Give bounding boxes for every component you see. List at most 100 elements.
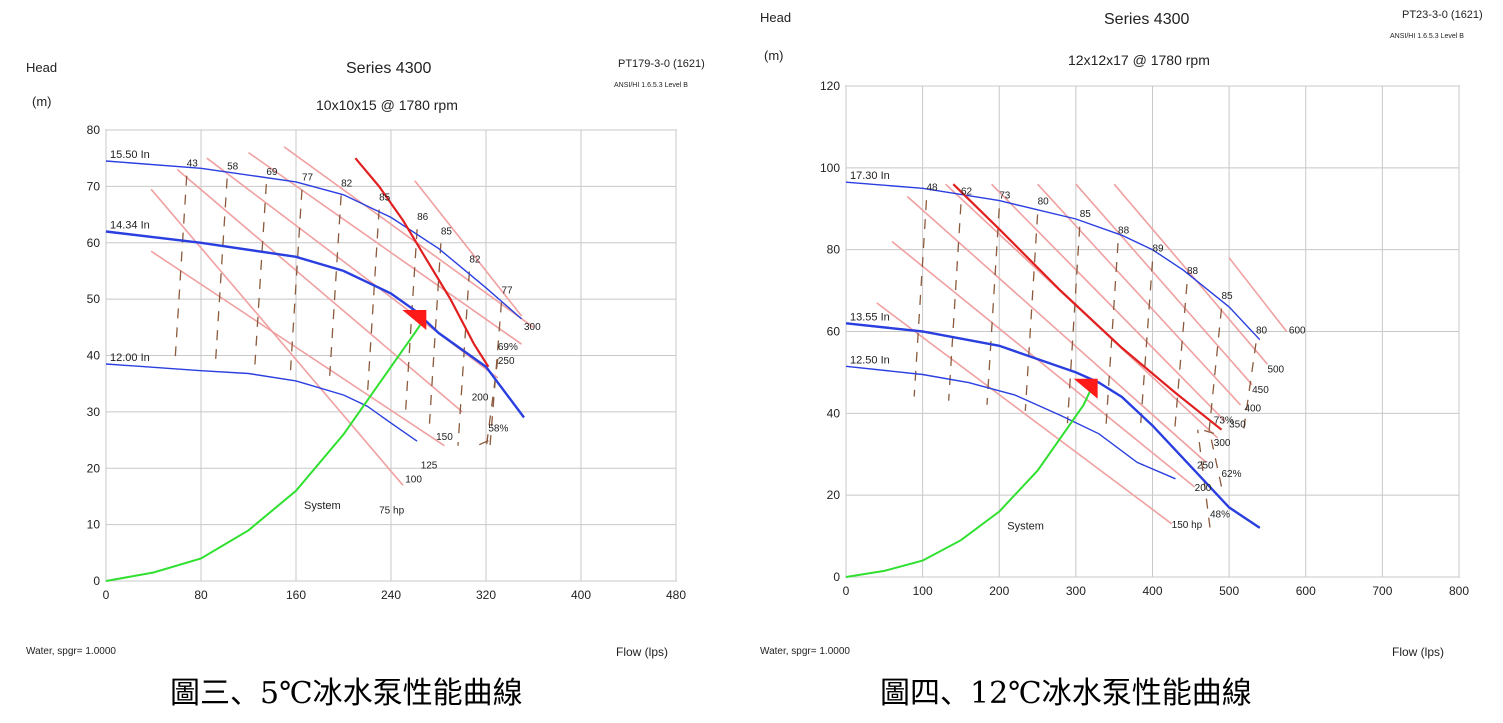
power-label: 600 <box>1289 326 1306 337</box>
efficiency-label: 73% <box>1214 416 1234 427</box>
efficiency-label: 85 <box>379 192 391 203</box>
efficiency-label: 58 <box>227 161 239 172</box>
impeller-curve <box>105 230 525 419</box>
y-tick-label: 80 <box>827 243 841 257</box>
efficiency-line <box>1201 429 1214 435</box>
red-curve <box>354 157 490 368</box>
efficiency-label: 85 <box>441 226 453 237</box>
efficiency-line <box>1208 429 1223 487</box>
power-label: 500 <box>1267 364 1284 375</box>
impeller-label: 15.50 In <box>110 149 150 161</box>
chart-panel-left: Head (m) Series 4300 10x10x15 @ 1780 rpm… <box>0 0 752 690</box>
x-tick-label: 400 <box>1142 584 1162 598</box>
y-axis-unit: (m) <box>764 48 784 63</box>
y-tick-label: 40 <box>87 349 101 363</box>
y-axis-label: Head <box>26 60 58 75</box>
test-standard: ANSI/HI 1.6.5.3 Level B <box>1390 33 1464 40</box>
power-label: 200 <box>1195 483 1212 494</box>
model-code: PT23-3-0 (1621) <box>1402 9 1483 21</box>
power-label: 150 <box>436 432 453 443</box>
efficiency-label: 88 <box>1118 225 1130 236</box>
y-tick-label: 50 <box>87 292 101 306</box>
efficiency-label: 89 <box>1153 244 1165 255</box>
fluid-note: Water, spgr= 1.0000 <box>760 646 850 657</box>
efficiency-label: 88 <box>1187 266 1199 277</box>
y-tick-label: 60 <box>827 325 841 339</box>
system-curve <box>845 388 1093 578</box>
x-tick-label: 200 <box>989 584 1009 598</box>
y-tick-label: 20 <box>87 461 101 475</box>
red-curve <box>952 183 1223 431</box>
efficiency-line <box>1024 214 1039 411</box>
y-axis-label: Head <box>760 10 792 25</box>
power-label: 250 <box>1197 461 1214 472</box>
efficiency-label: 69% <box>498 342 518 353</box>
pump-curve-chart-left: 0 80 160 240 320 400 480 0 10 20 30 40 50 60 70 80 15.50… <box>87 123 687 602</box>
efficiency-line <box>1197 429 1211 528</box>
operating-point-marker <box>1073 378 1098 399</box>
efficiency-label: 48% <box>1210 510 1230 521</box>
efficiency-label: 62% <box>1221 469 1241 480</box>
x-axis-label: Flow (lps) <box>1392 645 1445 659</box>
efficiency-line <box>489 302 503 446</box>
y-tick-label: 0 <box>93 574 100 588</box>
power-label: 400 <box>1244 403 1261 414</box>
power-line <box>1113 183 1269 365</box>
power-line <box>150 250 445 447</box>
y-axis-unit: (m) <box>32 94 52 109</box>
efficiency-line <box>1208 308 1223 430</box>
impeller-label: 12.50 In <box>850 354 890 366</box>
y-tick-label: 40 <box>827 406 841 420</box>
figure-caption-right: 圖四、12℃冰水泵性能曲線 <box>880 676 1252 711</box>
efficiency-label: 73 <box>999 191 1011 202</box>
power-label: 250 <box>498 356 515 367</box>
power-line <box>1228 257 1288 332</box>
power-line <box>991 183 1226 423</box>
power-line <box>891 240 1196 488</box>
efficiency-label: 85 <box>1221 291 1233 302</box>
x-tick-label: 320 <box>476 588 496 602</box>
power-label: 450 <box>1252 385 1269 396</box>
efficiency-label: 62 <box>961 186 973 197</box>
x-tick-label: 300 <box>1066 584 1086 598</box>
x-tick-label: 160 <box>286 588 306 602</box>
efficiency-label: 82 <box>341 178 353 189</box>
pump-curve-chart-right: 0 100 200 300 400 500 600 700 800 0 20 40 60 80 100 120… <box>820 79 1469 598</box>
y-tick-label: 20 <box>827 488 841 502</box>
x-tick-label: 240 <box>381 588 401 602</box>
chart-subtitle: 12x12x17 @ 1780 rpm <box>1068 52 1210 68</box>
impeller-label: 17.30 In <box>850 170 890 182</box>
y-tick-label: 120 <box>820 79 840 93</box>
efficiency-line <box>485 358 499 446</box>
efficiency-label: 69 <box>266 167 278 178</box>
x-tick-label: 100 <box>913 584 933 598</box>
efficiency-label: 86 <box>417 212 429 223</box>
x-tick-label: 500 <box>1219 584 1239 598</box>
power-line <box>176 168 463 413</box>
system-label: System <box>1007 521 1044 533</box>
impeller-curve <box>105 363 418 442</box>
efficiency-line <box>1105 243 1119 430</box>
impeller-label: 13.55 In <box>850 311 890 323</box>
test-standard: ANSI/HI 1.6.5.3 Level B <box>614 82 688 89</box>
x-tick-label: 800 <box>1449 584 1469 598</box>
power-line <box>248 151 523 345</box>
x-tick-label: 700 <box>1372 584 1392 598</box>
efficiency-label: 77 <box>302 173 314 184</box>
x-axis-label: Flow (lps) <box>616 645 669 659</box>
x-tick-label: 0 <box>103 588 110 602</box>
y-tick-label: 100 <box>820 161 840 175</box>
x-tick-label: 80 <box>194 588 208 602</box>
efficiency-line <box>986 208 1000 405</box>
efficiency-label: 48 <box>926 182 938 193</box>
x-tick-label: 400 <box>571 588 591 602</box>
efficiency-line <box>913 200 928 397</box>
impeller-curve <box>845 322 1261 529</box>
efficiency-line <box>476 440 489 447</box>
efficiency-line <box>1174 283 1188 430</box>
system-label: System <box>304 500 341 512</box>
efficiency-line <box>1139 261 1154 430</box>
chart-panel-right: Head (m) Series 4300 12x12x17 @ 1780 rpm… <box>752 0 1503 690</box>
y-tick-label: 70 <box>87 179 101 193</box>
x-tick-label: 0 <box>843 584 850 598</box>
